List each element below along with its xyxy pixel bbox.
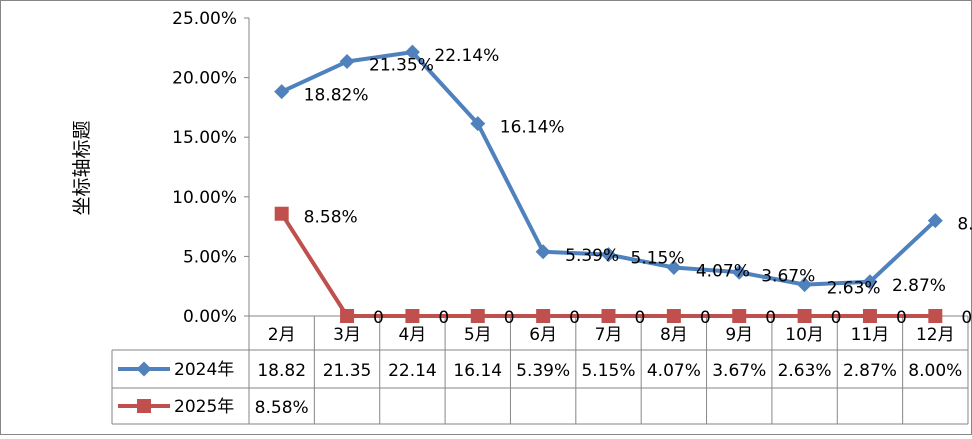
table-cell: 8.00%	[908, 361, 962, 381]
data-label: 5.39%	[565, 246, 619, 266]
table-cell: 18.82	[257, 361, 306, 381]
y-axis-title: 坐标轴标题	[71, 120, 93, 215]
data-point-marker	[797, 277, 813, 293]
data-point-marker	[535, 244, 551, 260]
legend-label: 2024年	[174, 360, 234, 380]
data-label: 0	[438, 308, 449, 328]
legend-marker-key	[137, 399, 151, 413]
data-label: 22.14%	[434, 46, 499, 66]
x-tick-label: 8月	[660, 325, 688, 345]
table-cell: 22.14	[388, 361, 437, 381]
x-tick-label: 2月	[268, 325, 296, 345]
data-table: 2月 3月 4月 5月 6月 7月 8月 9月 10月 11月 12月 2024年 18.82 21.35…	[111, 315, 969, 425]
data-point-marker	[797, 309, 812, 323]
data-point-marker	[274, 206, 289, 221]
y-tick-label: 5.00%	[183, 247, 237, 267]
data-label: 0	[635, 308, 646, 328]
table-cell: 5.15%	[581, 361, 635, 381]
x-tick-label: 11月	[851, 325, 890, 345]
data-point-marker	[666, 259, 682, 275]
x-tick-label: 3月	[333, 325, 361, 345]
x-tick-label: 7月	[595, 325, 623, 345]
x-tick-label: 9月	[725, 325, 753, 345]
data-point-marker	[862, 274, 878, 290]
x-tick-label: 10月	[785, 325, 824, 345]
data-point-marker	[404, 44, 420, 60]
y-axis: 0.00% 5.00% 10.00% 15.00% 20.00% 25.00%	[172, 9, 250, 327]
data-label: 8.58%	[304, 208, 358, 228]
data-label: 4.07%	[696, 261, 750, 281]
y-tick-label: 10.00%	[172, 188, 237, 208]
plot-area: 18.82%21.35% 22.14% 16.14% 5.39% 5.15% 4.07% 3…	[274, 44, 972, 328]
data-label: 2.63%	[827, 279, 881, 299]
data-label: 0	[765, 308, 776, 328]
data-point-marker	[274, 84, 290, 100]
data-label: 18.82%	[304, 86, 369, 106]
table-cell: 3.67%	[712, 361, 766, 381]
data-label: 0	[700, 308, 711, 328]
data-label: 0	[373, 308, 384, 328]
data-point-marker	[732, 309, 747, 323]
data-point-marker	[405, 309, 420, 323]
data-point-marker	[862, 309, 877, 323]
data-point-marker	[470, 309, 485, 323]
x-tick-label: 5月	[464, 325, 492, 345]
y-tick-label: 15.00%	[172, 128, 237, 148]
table-cell: 8.58%	[255, 398, 309, 418]
table-cell: 21.35	[323, 361, 372, 381]
y-tick-label: 20.00%	[172, 69, 237, 89]
data-point-marker	[601, 247, 616, 263]
data-point-marker	[536, 309, 551, 323]
x-tick-label: 4月	[398, 325, 426, 345]
data-point-marker	[470, 116, 486, 132]
data-point-marker	[928, 309, 943, 323]
data-label: 5.15%	[631, 249, 685, 269]
data-point-marker	[666, 309, 681, 323]
legend-marker-key	[136, 361, 152, 377]
table-cell: 16.14	[453, 361, 502, 381]
table-cell: 2.63%	[778, 361, 832, 381]
data-label: 0	[504, 308, 515, 328]
data-point-marker	[731, 264, 747, 280]
data-point-marker	[927, 213, 943, 229]
table-cell: 4.07%	[647, 361, 701, 381]
data-label: 21.35%	[369, 56, 434, 76]
legend-label: 2025年	[174, 397, 234, 417]
data-label: 16.14%	[500, 118, 565, 138]
y-tick-label: 25.00%	[172, 9, 237, 29]
data-label: 0	[831, 308, 842, 328]
data-point-marker	[339, 54, 355, 70]
data-point-marker	[601, 309, 616, 323]
data-label: 0	[961, 308, 972, 328]
table-cell: 5.39%	[516, 361, 570, 381]
table-cell: 2.87%	[843, 361, 897, 381]
data-label: 3.67%	[761, 266, 815, 286]
data-point-marker	[340, 309, 355, 323]
x-tick-label: 6月	[529, 325, 557, 345]
data-label: 8.00%	[957, 215, 972, 235]
y-tick-label: 0.00%	[183, 307, 237, 327]
data-label: 2.87%	[892, 276, 946, 296]
data-label: 0	[569, 308, 580, 328]
data-label: 0	[896, 308, 907, 328]
x-tick-label: 12月	[916, 325, 955, 345]
